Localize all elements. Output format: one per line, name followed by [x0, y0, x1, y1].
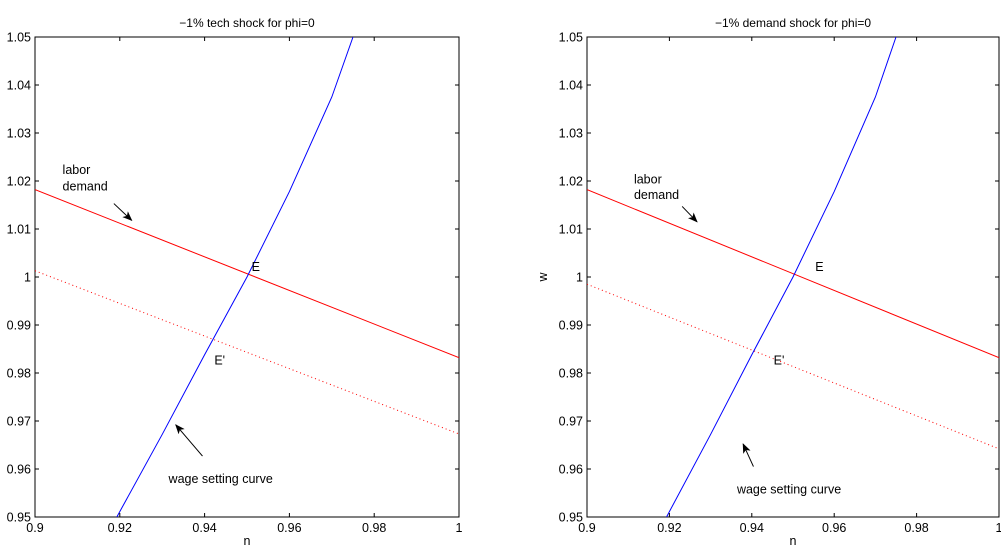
series-line-1 [587, 189, 999, 359]
series-group [587, 37, 999, 517]
y-tick-label: 0.98 [7, 367, 31, 381]
y-tick-label: 0.96 [559, 463, 583, 477]
annotation-label: E' [774, 353, 785, 367]
y-tick-label: 0.97 [559, 415, 583, 429]
x-tick-label: 0.9 [578, 521, 595, 535]
annotation-arrow [175, 424, 203, 457]
y-axis-label: w [536, 272, 550, 283]
y-tick-label: 0.97 [7, 415, 31, 429]
series-line-3 [116, 37, 354, 517]
x-tick-label: 0.96 [822, 521, 846, 535]
annotation-arrow [742, 443, 754, 467]
annotation-label: E' [214, 353, 225, 367]
x-axis-label: n [790, 534, 797, 545]
y-tick-label: 1 [24, 271, 31, 285]
y-tick-label: 1.01 [7, 223, 31, 237]
annotation-label: demand [634, 188, 679, 202]
y-tick-label: 0.99 [7, 319, 31, 333]
x-tick-label: 0.94 [192, 521, 216, 535]
y-tick-label: 0.96 [7, 463, 31, 477]
annotation-label: demand [63, 180, 108, 194]
y-tick-label: 1.02 [559, 175, 583, 189]
series-line-3 [666, 37, 897, 517]
y-tick-label: 0.95 [7, 511, 31, 525]
annotation-label: wage setting curve [168, 472, 273, 486]
chart-2: 0.9 0.92 0.94 0.96 0.98 1 0.95 0.96 0.97 0.98 0.99… [536, 16, 1001, 545]
x-tick-label: 1 [996, 521, 1001, 535]
y-tick-label: 1.04 [559, 79, 583, 93]
y-tick-label: 0.95 [559, 511, 583, 525]
x-axis-label: n [244, 534, 251, 545]
chart-title: −1% demand shock for phi=0 [715, 16, 871, 30]
series-line-1 [35, 189, 459, 359]
annotation-label: E [815, 260, 823, 274]
annotation-label: wage setting curve [736, 482, 841, 496]
x-tick-label: 0.92 [108, 521, 132, 535]
y-tick-label: 1.02 [7, 175, 31, 189]
y-tick-label: 0.98 [559, 367, 583, 381]
x-tick-label: 0.9 [26, 521, 43, 535]
y-tick-label: 1.03 [7, 127, 31, 141]
y-tick-label: 0.99 [559, 319, 583, 333]
x-tick-label: 0.98 [904, 521, 928, 535]
chart-1: 0.9 0.92 0.94 0.96 0.98 1 0.95 0.96 0.97 0.98 0.99… [7, 16, 463, 545]
series-group [35, 37, 459, 517]
annotation-label: E [252, 260, 260, 274]
annotation-label: labor [634, 172, 662, 186]
chart-title: −1% tech shock for phi=0 [179, 16, 315, 30]
annotation-arrow [113, 203, 133, 222]
y-tick-label: 1.05 [559, 31, 583, 45]
y-tick-label: 1.01 [559, 223, 583, 237]
x-tick-label: 0.98 [362, 521, 386, 535]
y-tick-label: 1.04 [7, 79, 31, 93]
x-tick-label: 0.94 [740, 521, 764, 535]
y-tick-label: 1.03 [559, 127, 583, 141]
x-tick-label: 0.96 [277, 521, 301, 535]
x-tick-label: 0.92 [657, 521, 681, 535]
y-tick-label: 1 [576, 271, 583, 285]
y-tick-label: 1.05 [7, 31, 31, 45]
x-tick-label: 1 [456, 521, 463, 535]
annotation-arrow [681, 206, 698, 223]
annotation-label: labor [63, 163, 91, 177]
